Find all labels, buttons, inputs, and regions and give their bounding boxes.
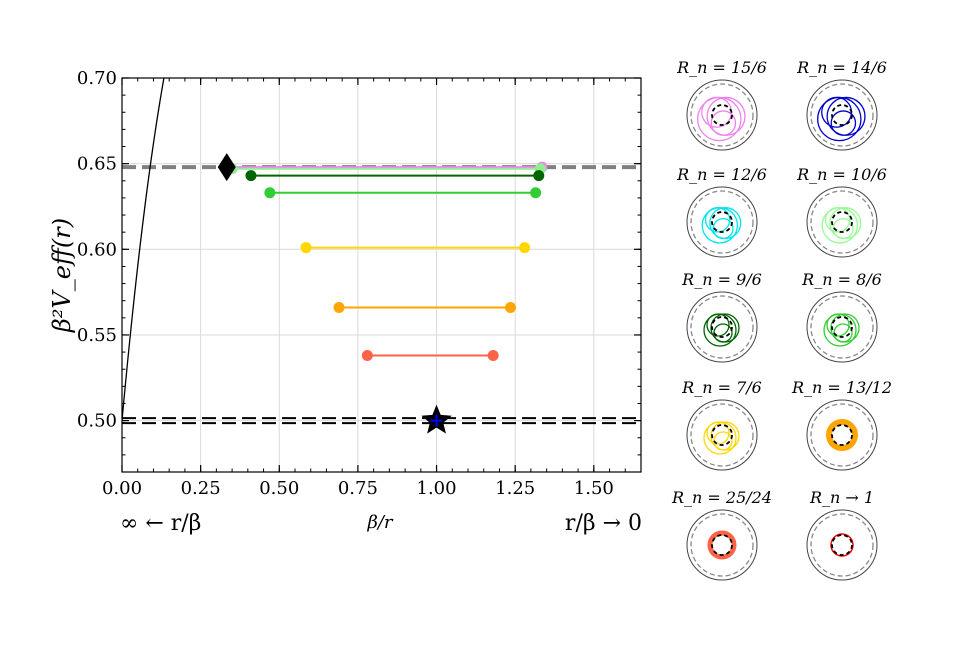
orbit-panels: R_n = 15/6 R_n = 14/6 R_n = 12/6 R_n = 10/6… bbox=[671, 58, 892, 581]
separatrix-circle bbox=[810, 190, 874, 254]
orbit-panel: R_n = 9/6 bbox=[681, 270, 762, 363]
outer-circle bbox=[686, 399, 758, 471]
orbit-title: R_n → 1 bbox=[809, 488, 874, 507]
orbit-panel: R_n = 8/6 bbox=[801, 270, 882, 363]
orbit-title: R_n = 14/6 bbox=[796, 58, 887, 77]
separatrix-circle bbox=[810, 83, 874, 147]
orbit-path bbox=[832, 218, 854, 240]
separatrix-circle bbox=[810, 403, 874, 467]
orbit-path bbox=[712, 218, 734, 240]
orbit-path bbox=[710, 110, 737, 136]
photon-circle bbox=[831, 316, 853, 338]
outer-circle bbox=[686, 509, 758, 581]
separatrix-circle bbox=[690, 295, 754, 359]
separatrix-circle bbox=[690, 190, 754, 254]
x-right-note: r/β → 0 bbox=[565, 511, 642, 536]
potential-curve bbox=[122, 78, 165, 421]
orbit-title: R_n = 12/6 bbox=[676, 165, 767, 184]
orbit-path bbox=[707, 530, 737, 560]
photon-circle bbox=[711, 211, 733, 233]
orbit-panel: R_n → 1 bbox=[806, 488, 878, 581]
orbit-path bbox=[823, 313, 857, 347]
orbit-path bbox=[703, 313, 737, 347]
x-tick-label: 1.25 bbox=[495, 478, 535, 499]
turning-point-left bbox=[264, 187, 276, 199]
x-left-note: ∞ ← r/β bbox=[120, 511, 201, 536]
orbit-panel: R_n = 12/6 bbox=[676, 165, 767, 258]
photon-circle bbox=[711, 316, 733, 338]
outer-circle bbox=[686, 79, 758, 151]
x-tick-label: 1.00 bbox=[417, 478, 457, 499]
orbit-path bbox=[697, 96, 742, 142]
photon-circle bbox=[831, 104, 853, 126]
orbit-title: R_n = 7/6 bbox=[681, 378, 762, 397]
x-tick-label: 1.50 bbox=[574, 478, 614, 499]
photon-circle bbox=[831, 211, 853, 233]
photon-circle bbox=[711, 104, 733, 126]
turning-point-left bbox=[361, 350, 373, 362]
outer-circle bbox=[686, 291, 758, 363]
separatrix-circle bbox=[690, 513, 754, 577]
outer-circle bbox=[806, 291, 878, 363]
x-tick-label: 0.50 bbox=[259, 478, 299, 499]
orbit-path bbox=[826, 419, 858, 451]
orbit-panel: R_n = 13/12 bbox=[791, 378, 892, 471]
y-tick-label: 0.60 bbox=[77, 239, 117, 260]
y-tick-label: 0.65 bbox=[77, 154, 117, 175]
orbit-path bbox=[703, 421, 737, 455]
turning-point-right bbox=[519, 242, 531, 254]
outer-circle bbox=[806, 509, 878, 581]
diamond-marker bbox=[217, 153, 236, 182]
separatrix-circle bbox=[810, 513, 874, 577]
plot-area: 0.00 0.25 0.50 0.75 1.00 1.25 1.50 0.50 0.55 0.60… bbox=[48, 68, 642, 536]
separatrix-circle bbox=[810, 295, 874, 359]
orbit-path bbox=[713, 323, 733, 343]
axes-frame bbox=[121, 77, 642, 473]
orbit-path bbox=[830, 110, 857, 136]
orbit-path bbox=[713, 431, 733, 451]
turning-point-left bbox=[245, 170, 257, 182]
turning-point-right bbox=[487, 350, 499, 362]
orbit-panel: R_n = 25/24 bbox=[671, 488, 772, 581]
turning-point-right bbox=[533, 170, 545, 182]
orbit-panel: R_n = 7/6 bbox=[681, 378, 762, 471]
x-axis-label: β/r bbox=[366, 512, 393, 533]
turning-point-left bbox=[300, 242, 312, 254]
outer-circle bbox=[806, 186, 878, 258]
turning-point-right bbox=[504, 302, 516, 314]
orbit-title: R_n = 15/6 bbox=[676, 58, 767, 77]
orbit-title: R_n = 9/6 bbox=[681, 270, 762, 289]
photon-circle bbox=[711, 534, 733, 556]
orbit-panel: R_n = 10/6 bbox=[796, 165, 887, 258]
x-tick-label: 0.25 bbox=[181, 478, 221, 499]
orbit-path bbox=[830, 533, 854, 557]
y-tick-label: 0.50 bbox=[77, 411, 117, 432]
turning-point-left bbox=[333, 302, 345, 314]
orbit-path bbox=[821, 207, 859, 244]
orbit-path bbox=[833, 323, 853, 343]
turning-point-right bbox=[530, 187, 542, 199]
photon-circle bbox=[831, 424, 853, 446]
photon-circle bbox=[831, 534, 853, 556]
orbit-path bbox=[817, 96, 862, 142]
outer-circle bbox=[686, 186, 758, 258]
x-tick-label: 0.75 bbox=[338, 478, 378, 499]
photon-circle bbox=[711, 424, 733, 446]
x-tick-label: 0.00 bbox=[102, 478, 142, 499]
orbit-panel: R_n = 14/6 bbox=[796, 58, 887, 151]
y-tick-label: 0.55 bbox=[77, 325, 117, 346]
orbit-title: R_n = 13/12 bbox=[791, 378, 892, 397]
orbit-title: R_n = 25/24 bbox=[671, 488, 772, 507]
separatrix-circle bbox=[690, 403, 754, 467]
orbit-panel: R_n = 15/6 bbox=[676, 58, 767, 151]
separatrix-circle bbox=[690, 83, 754, 147]
orbit-title: R_n = 8/6 bbox=[801, 270, 882, 289]
y-tick-label: 0.70 bbox=[77, 68, 117, 89]
outer-circle bbox=[806, 399, 878, 471]
outer-circle bbox=[806, 79, 878, 151]
y-axis-label: β²V_eff(r) bbox=[48, 218, 76, 333]
orbit-title: R_n = 10/6 bbox=[796, 165, 887, 184]
orbit-path bbox=[701, 207, 739, 244]
